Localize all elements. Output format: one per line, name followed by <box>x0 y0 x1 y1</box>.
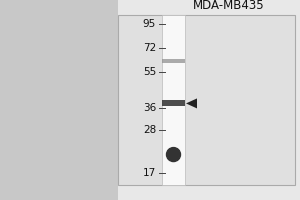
Circle shape <box>167 148 181 162</box>
Text: MDA-MB435: MDA-MB435 <box>193 0 264 12</box>
Text: 55: 55 <box>143 67 156 77</box>
Bar <box>162 100 185 106</box>
Bar <box>0 0 118 200</box>
Bar <box>118 0 300 200</box>
Text: 72: 72 <box>143 43 156 53</box>
Bar <box>162 59 185 63</box>
Bar <box>118 15 295 185</box>
Text: 36: 36 <box>143 103 156 113</box>
Text: 95: 95 <box>143 19 156 29</box>
Text: 17: 17 <box>143 168 156 178</box>
Text: 28: 28 <box>143 125 156 135</box>
Bar <box>162 15 185 185</box>
Polygon shape <box>186 98 197 108</box>
